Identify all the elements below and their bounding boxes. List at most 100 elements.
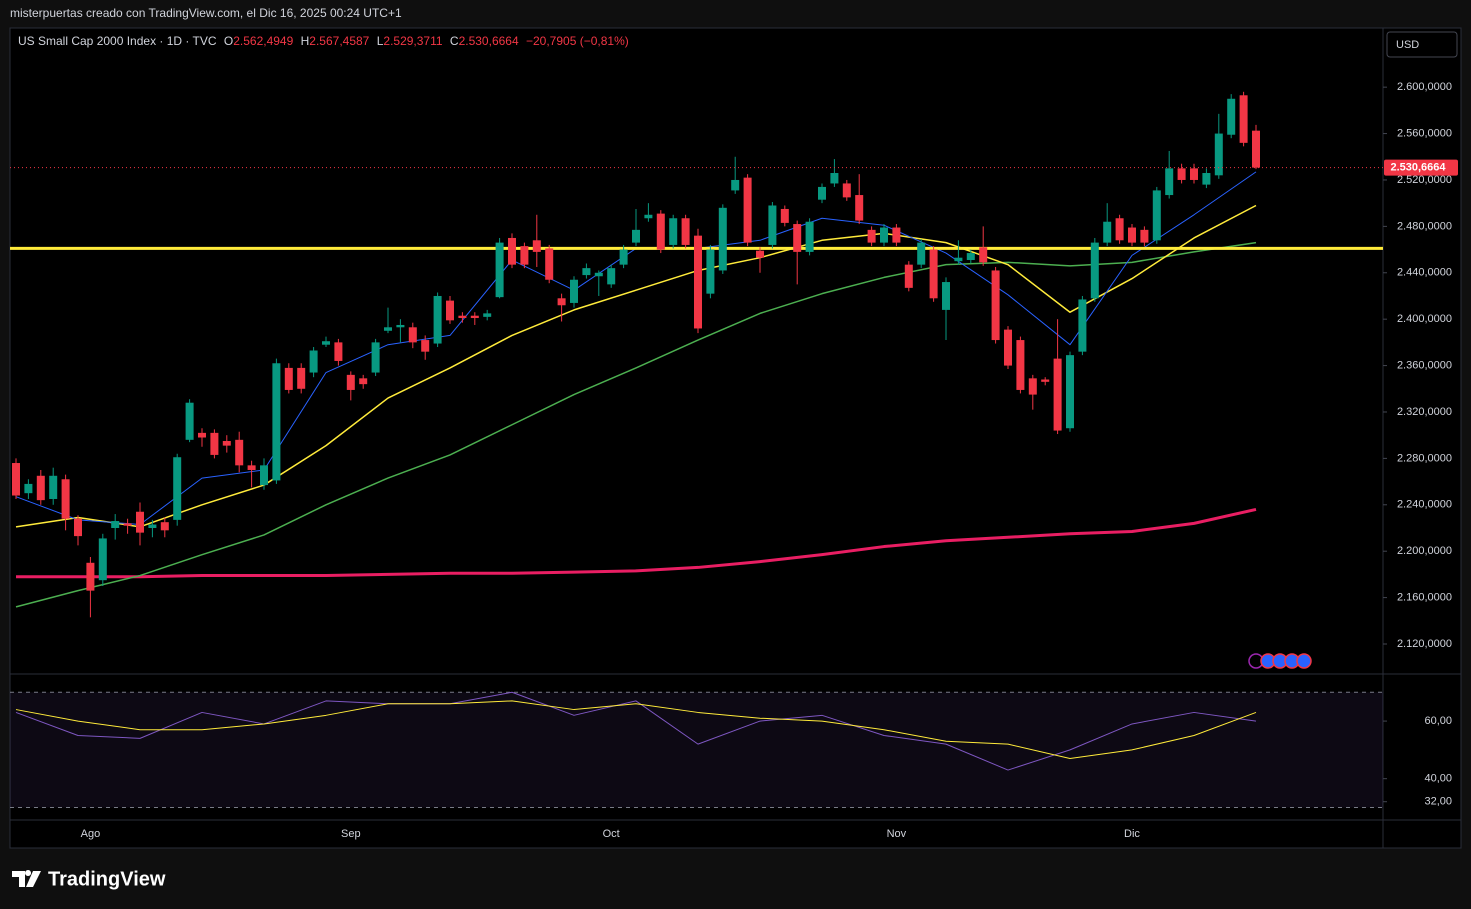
- candle-body: [136, 511, 144, 533]
- candle-body: [805, 221, 814, 252]
- candle-body: [1214, 133, 1223, 176]
- candle-body: [74, 518, 82, 537]
- candle-body: [408, 327, 417, 343]
- candle-body: [681, 218, 690, 245]
- y-tick-label: 2.240,0000: [1397, 499, 1452, 511]
- last-price-tag: [1384, 159, 1458, 176]
- event-icons[interactable]: [1248, 653, 1312, 669]
- candle-body: [1004, 329, 1012, 366]
- candle-body: [1227, 98, 1236, 135]
- candle-body: [929, 249, 938, 299]
- candle-body: [24, 483, 33, 494]
- candle-body: [86, 562, 95, 591]
- candle-body: [1103, 221, 1112, 243]
- line-series: [15, 241, 1257, 608]
- candle-body: [470, 315, 479, 319]
- candle-body: [966, 253, 975, 261]
- candle-body: [111, 521, 120, 528]
- candle-body: [272, 363, 281, 481]
- band-fill: [10, 692, 1383, 808]
- y-tick-label: 40,00: [1424, 773, 1452, 785]
- logo-text: TradingView: [48, 868, 166, 890]
- candle-body: [384, 327, 392, 331]
- change: −20,7905 (−0,81%): [526, 34, 629, 48]
- candle-body: [892, 227, 901, 243]
- credit: misterpuertas creado con TradingView.com…: [10, 6, 402, 20]
- y-tick-label: 2.560,0000: [1397, 127, 1452, 139]
- candle-body: [743, 177, 752, 243]
- y-tick-label: 60,00: [1424, 715, 1452, 727]
- y-tick-label: 2.480,0000: [1397, 220, 1452, 232]
- candle-body: [284, 367, 293, 390]
- y-tick-label: 2.520,0000: [1397, 174, 1452, 186]
- h-value: 2.567,4587: [309, 34, 369, 48]
- line-series: [15, 700, 1257, 760]
- y-tick-label: 2.280,0000: [1397, 452, 1452, 464]
- candle-body: [1177, 168, 1186, 180]
- candle-body: [148, 524, 157, 528]
- candle-body: [570, 279, 578, 303]
- candle-body: [483, 313, 492, 317]
- x-tick-label: Dic: [1124, 828, 1140, 840]
- candle-body: [49, 475, 58, 499]
- candle-body: [36, 475, 45, 501]
- candle-body: [954, 257, 963, 262]
- candle-body: [1028, 378, 1037, 395]
- candle-body: [545, 248, 554, 280]
- candle-body: [446, 300, 454, 321]
- symbol: US Small Cap 2000 Index · 1D · TVC: [18, 34, 217, 48]
- candle-body: [904, 264, 913, 288]
- candle-body: [247, 465, 256, 470]
- candle-body: [607, 268, 616, 285]
- candle-body: [123, 523, 132, 526]
- candle-body: [594, 272, 603, 277]
- candle-body: [508, 237, 516, 265]
- candles: [12, 91, 1260, 618]
- candle-body: [557, 298, 566, 306]
- line-series: [15, 204, 1257, 528]
- candle-body: [855, 195, 864, 221]
- candle-body: [1053, 358, 1062, 431]
- candle-body: [1066, 355, 1074, 429]
- last-price-label: 2.530,6664: [1390, 162, 1446, 174]
- candle-body: [917, 242, 926, 265]
- candle-body: [371, 342, 380, 373]
- candle-body: [98, 538, 107, 581]
- currency-label[interactable]: USD: [1396, 39, 1419, 51]
- l-label: L: [377, 34, 384, 48]
- candle-body: [495, 242, 504, 298]
- candle-body: [1165, 168, 1174, 196]
- candle-body: [780, 208, 789, 223]
- y-tick-label: 2.440,0000: [1397, 267, 1452, 279]
- candle-body: [582, 268, 591, 276]
- candle-body: [867, 229, 876, 243]
- candle-body: [1078, 299, 1087, 352]
- candle-body: [359, 378, 368, 385]
- candle-body: [1202, 173, 1211, 185]
- candle-body: [185, 402, 194, 440]
- candle-body: [768, 205, 777, 245]
- y-tick-label: 2.600,0000: [1397, 81, 1452, 93]
- candle-body: [61, 479, 70, 519]
- y-tick-label: 2.160,0000: [1397, 592, 1452, 604]
- candle-body: [1190, 168, 1198, 180]
- candle-body: [1090, 242, 1099, 299]
- candle-body: [1016, 340, 1025, 390]
- currency-button[interactable]: [1386, 31, 1458, 58]
- candle-body: [942, 282, 950, 310]
- candle-body: [520, 246, 529, 265]
- event-icon[interactable]: [1296, 653, 1312, 669]
- candle-body: [1140, 229, 1149, 243]
- candle-body: [1152, 190, 1161, 241]
- candle-body: [718, 207, 727, 271]
- candle-body: [198, 432, 206, 438]
- o-value: 2.562,4949: [233, 34, 293, 48]
- candle-body: [173, 457, 182, 520]
- line-series: [15, 691, 1257, 771]
- candle-body: [793, 224, 802, 252]
- candle-body: [1041, 379, 1050, 382]
- candle-body: [309, 350, 318, 373]
- candle-body: [12, 463, 20, 496]
- candle-body: [1239, 95, 1248, 143]
